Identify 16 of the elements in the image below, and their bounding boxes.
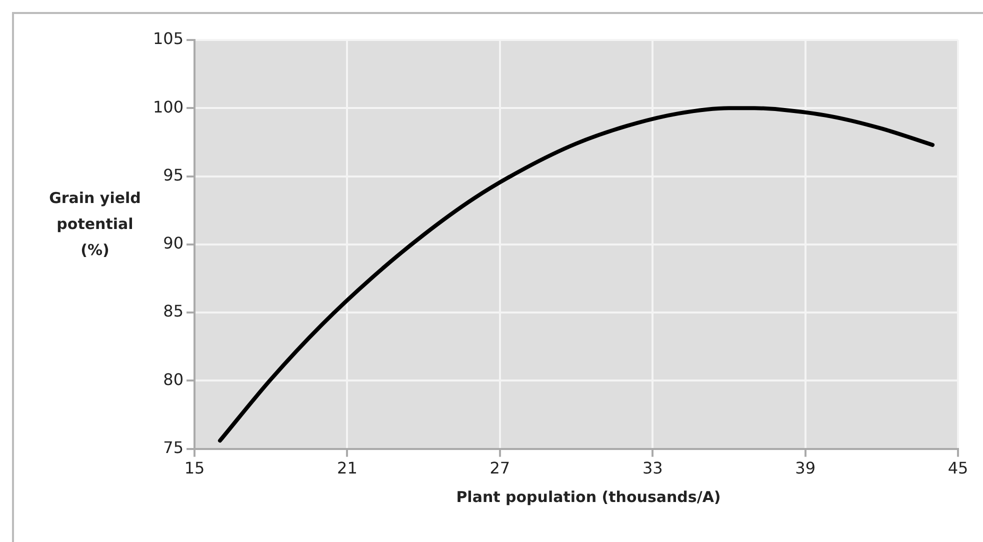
x-tick-label: 15 [184, 458, 205, 478]
x-tick-label: 21 [337, 458, 358, 478]
y-tick-label: 80 [163, 370, 184, 389]
x-tick-label: 33 [642, 458, 663, 478]
y-tick-label: 75 [163, 438, 184, 457]
y-tick-label: 85 [163, 302, 184, 321]
line-series [218, 106, 935, 443]
x-tick-label: 39 [795, 458, 816, 478]
x-tick-label: 27 [490, 458, 510, 478]
y-tick-label: 105 [152, 29, 184, 48]
y-tick-label: 95 [163, 165, 184, 184]
x-tick-label: 45 [948, 458, 968, 478]
x-axis-title: Plant population (thousands/A) [455, 488, 722, 506]
y-axis-title: Grain yield potential (%) [48, 188, 142, 261]
y-tick-label: 90 [163, 234, 184, 253]
y-tick-label: 100 [152, 97, 184, 116]
